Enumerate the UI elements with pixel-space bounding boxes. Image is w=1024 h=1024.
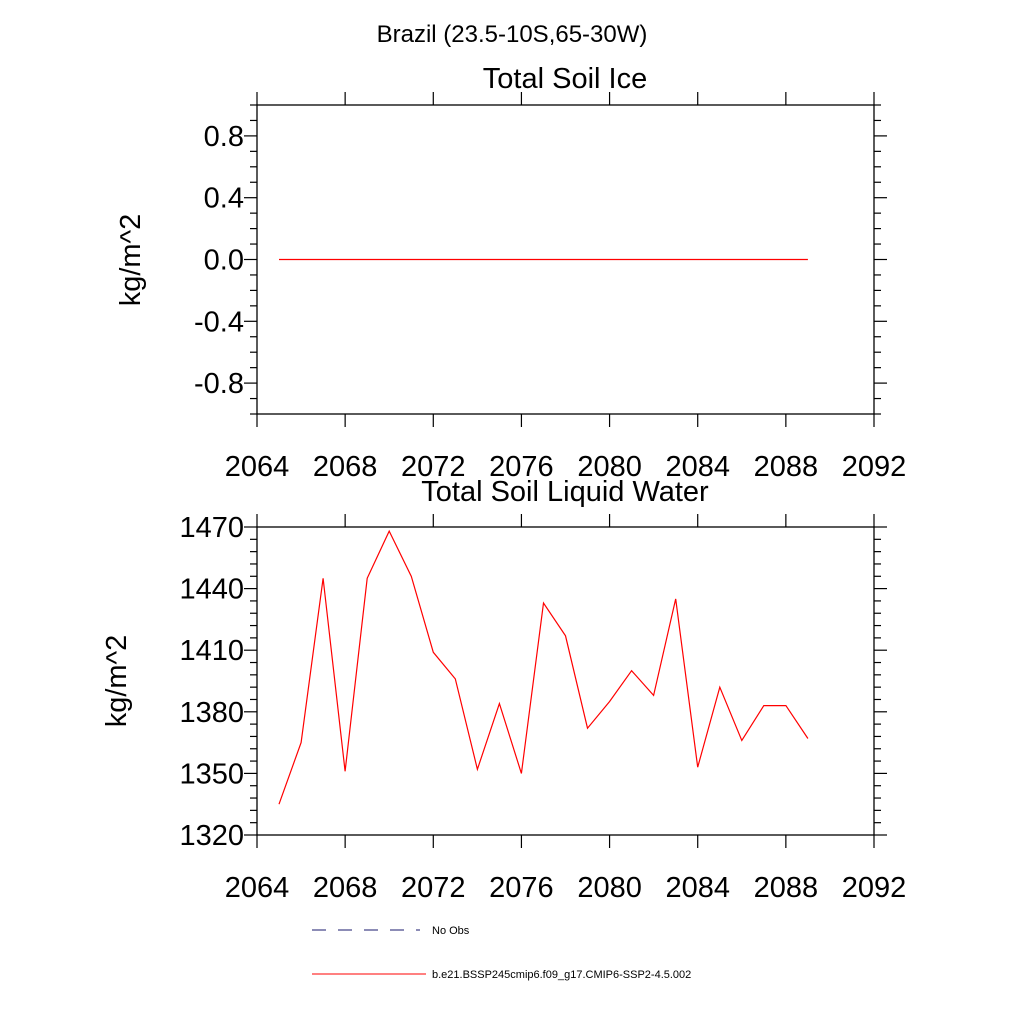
x-tick-label: 2076: [489, 872, 554, 904]
y-tick-label: 1410: [179, 635, 244, 667]
x-tick-label: 2080: [577, 872, 642, 904]
legend: No Obs b.e21.BSSP245cmip6.f09_g17.CMIP6-…: [312, 925, 691, 981]
panel-title: Total Soil Liquid Water: [421, 476, 709, 508]
x-tick-label: 2068: [313, 451, 378, 483]
y-tick-label: 1440: [179, 574, 244, 606]
x-tick-label: 2084: [665, 451, 730, 483]
x-tick-label: 2064: [225, 872, 290, 904]
x-tick-label: 2072: [401, 451, 466, 483]
y-tick-label: -0.8: [194, 368, 244, 400]
y-tick-label: 0.8: [204, 121, 244, 153]
y-tick-label: 0.4: [204, 183, 244, 215]
y-tick-label: 0.0: [204, 245, 244, 277]
y-tick-label: 1320: [179, 820, 244, 852]
plot-area: 2064 2068 2072 2076 2080 2084 2088 2092 1320 1350…: [179, 512, 906, 904]
y-tick-label: 1380: [179, 697, 244, 729]
y-axis-label: kg/m^2: [115, 214, 147, 307]
x-tick-label: 2092: [842, 451, 907, 483]
panel-title: Total Soil Ice: [483, 63, 647, 95]
x-tick-label: 2072: [401, 872, 466, 904]
x-tick-label: 2092: [842, 872, 907, 904]
x-tick-label: 2088: [754, 872, 819, 904]
figure-supertitle: Brazil (23.5-10S,65-30W): [377, 21, 648, 48]
plot-frame: [256, 526, 875, 836]
panel-soil-liquid-water: Total Soil Liquid Water kg/m^2 2064 2068 2…: [101, 476, 906, 904]
x-tick-label: 2080: [577, 451, 642, 483]
y-tick-label: -0.4: [194, 306, 244, 338]
legend-label-model: b.e21.BSSP245cmip6.f09_g17.CMIP6-SSP2-4.…: [432, 969, 691, 981]
x-tick-label: 2084: [665, 872, 730, 904]
legend-label-obs: No Obs: [432, 925, 470, 937]
y-axis-label: kg/m^2: [101, 635, 133, 728]
plot-area: 2064 2068 2072 2076 2080 2084 2088 2092 -0.8 -0.4…: [194, 92, 906, 483]
x-tick-label: 2088: [754, 451, 819, 483]
x-tick-label: 2064: [225, 451, 290, 483]
y-tick-label: 1470: [179, 512, 244, 544]
y-tick-label: 1350: [179, 758, 244, 790]
x-tick-label: 2068: [313, 872, 378, 904]
series-line: [278, 529, 809, 805]
x-tick-label: 2076: [489, 451, 554, 483]
panel-soil-ice: Total Soil Ice kg/m^2 2064 2068 2072 2076 20…: [115, 63, 906, 483]
